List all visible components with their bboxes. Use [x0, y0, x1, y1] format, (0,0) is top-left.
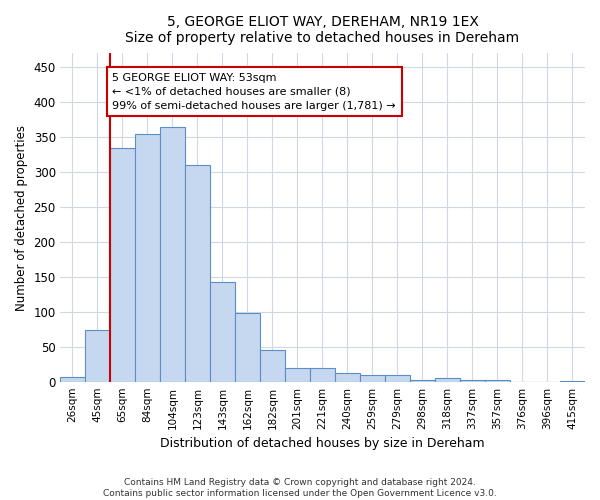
Y-axis label: Number of detached properties: Number of detached properties — [15, 125, 28, 311]
Bar — [410, 380, 435, 382]
Bar — [60, 378, 85, 382]
Bar — [285, 368, 310, 382]
Bar — [85, 330, 110, 382]
Bar — [160, 127, 185, 382]
Bar — [310, 368, 335, 382]
Bar — [435, 378, 460, 382]
Bar — [260, 350, 285, 382]
Bar — [210, 282, 235, 382]
Bar — [135, 134, 160, 382]
Bar — [185, 166, 210, 382]
Text: 5 GEORGE ELIOT WAY: 53sqm
← <1% of detached houses are smaller (8)
99% of semi-d: 5 GEORGE ELIOT WAY: 53sqm ← <1% of detac… — [112, 73, 396, 111]
Bar — [460, 380, 485, 382]
Title: 5, GEORGE ELIOT WAY, DEREHAM, NR19 1EX
Size of property relative to detached hou: 5, GEORGE ELIOT WAY, DEREHAM, NR19 1EX S… — [125, 15, 520, 45]
Bar — [335, 374, 360, 382]
Bar — [485, 380, 510, 382]
Bar — [560, 381, 585, 382]
Bar — [235, 313, 260, 382]
X-axis label: Distribution of detached houses by size in Dereham: Distribution of detached houses by size … — [160, 437, 485, 450]
Bar — [385, 376, 410, 382]
Text: Contains HM Land Registry data © Crown copyright and database right 2024.
Contai: Contains HM Land Registry data © Crown c… — [103, 478, 497, 498]
Bar — [360, 376, 385, 382]
Bar — [110, 148, 135, 382]
